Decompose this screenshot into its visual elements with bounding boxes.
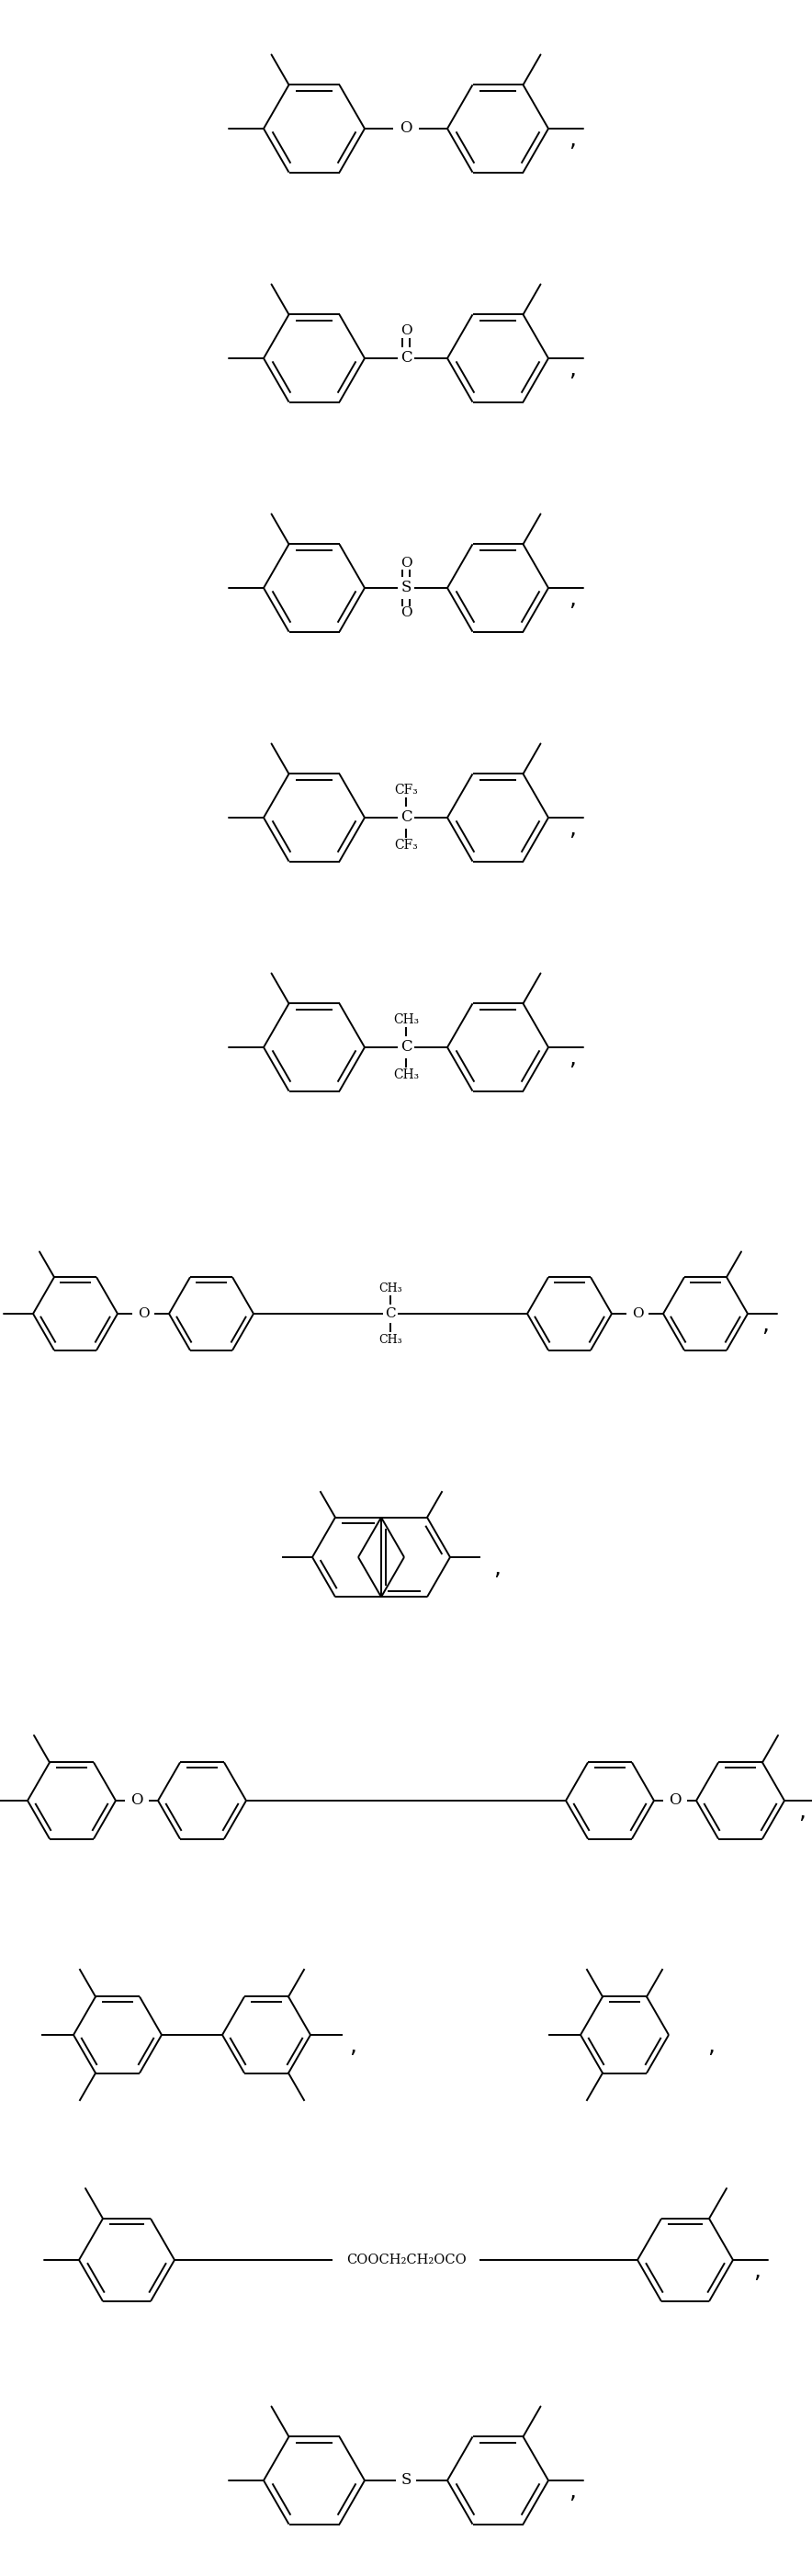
Text: C: C <box>400 1041 412 1056</box>
Text: CH₃: CH₃ <box>378 1334 402 1345</box>
Text: CH₃: CH₃ <box>393 1012 419 1025</box>
Text: ,: , <box>568 358 576 381</box>
Text: ,: , <box>568 2481 576 2501</box>
Text: ,: , <box>707 2035 715 2058</box>
Text: ,: , <box>762 1314 769 1337</box>
Text: CH₃: CH₃ <box>393 1069 419 1082</box>
Text: O: O <box>400 325 412 337</box>
Text: O: O <box>400 605 412 618</box>
Text: O: O <box>669 1793 681 1808</box>
Text: COOCH₂CH₂OCO: COOCH₂CH₂OCO <box>346 2254 466 2267</box>
Text: O: O <box>400 121 412 137</box>
Text: ,: , <box>798 1801 806 1824</box>
Text: CF₃: CF₃ <box>394 840 418 853</box>
Text: ,: , <box>568 817 576 840</box>
Text: O: O <box>137 1306 149 1319</box>
Text: ,: , <box>568 1048 576 1069</box>
Text: O: O <box>632 1306 643 1319</box>
Text: CH₃: CH₃ <box>378 1283 402 1293</box>
Text: O: O <box>131 1793 143 1808</box>
Text: ,: , <box>349 2035 356 2058</box>
Text: O: O <box>400 556 412 569</box>
Text: CF₃: CF₃ <box>394 783 418 796</box>
Text: C: C <box>400 350 412 366</box>
Text: ,: , <box>493 1556 501 1579</box>
Text: ,: , <box>568 129 576 149</box>
Text: ,: , <box>754 2259 761 2282</box>
Text: S: S <box>401 580 411 595</box>
Text: S: S <box>401 2473 411 2488</box>
Text: C: C <box>400 809 412 824</box>
Text: ,: , <box>568 587 576 611</box>
Text: C: C <box>385 1306 395 1319</box>
